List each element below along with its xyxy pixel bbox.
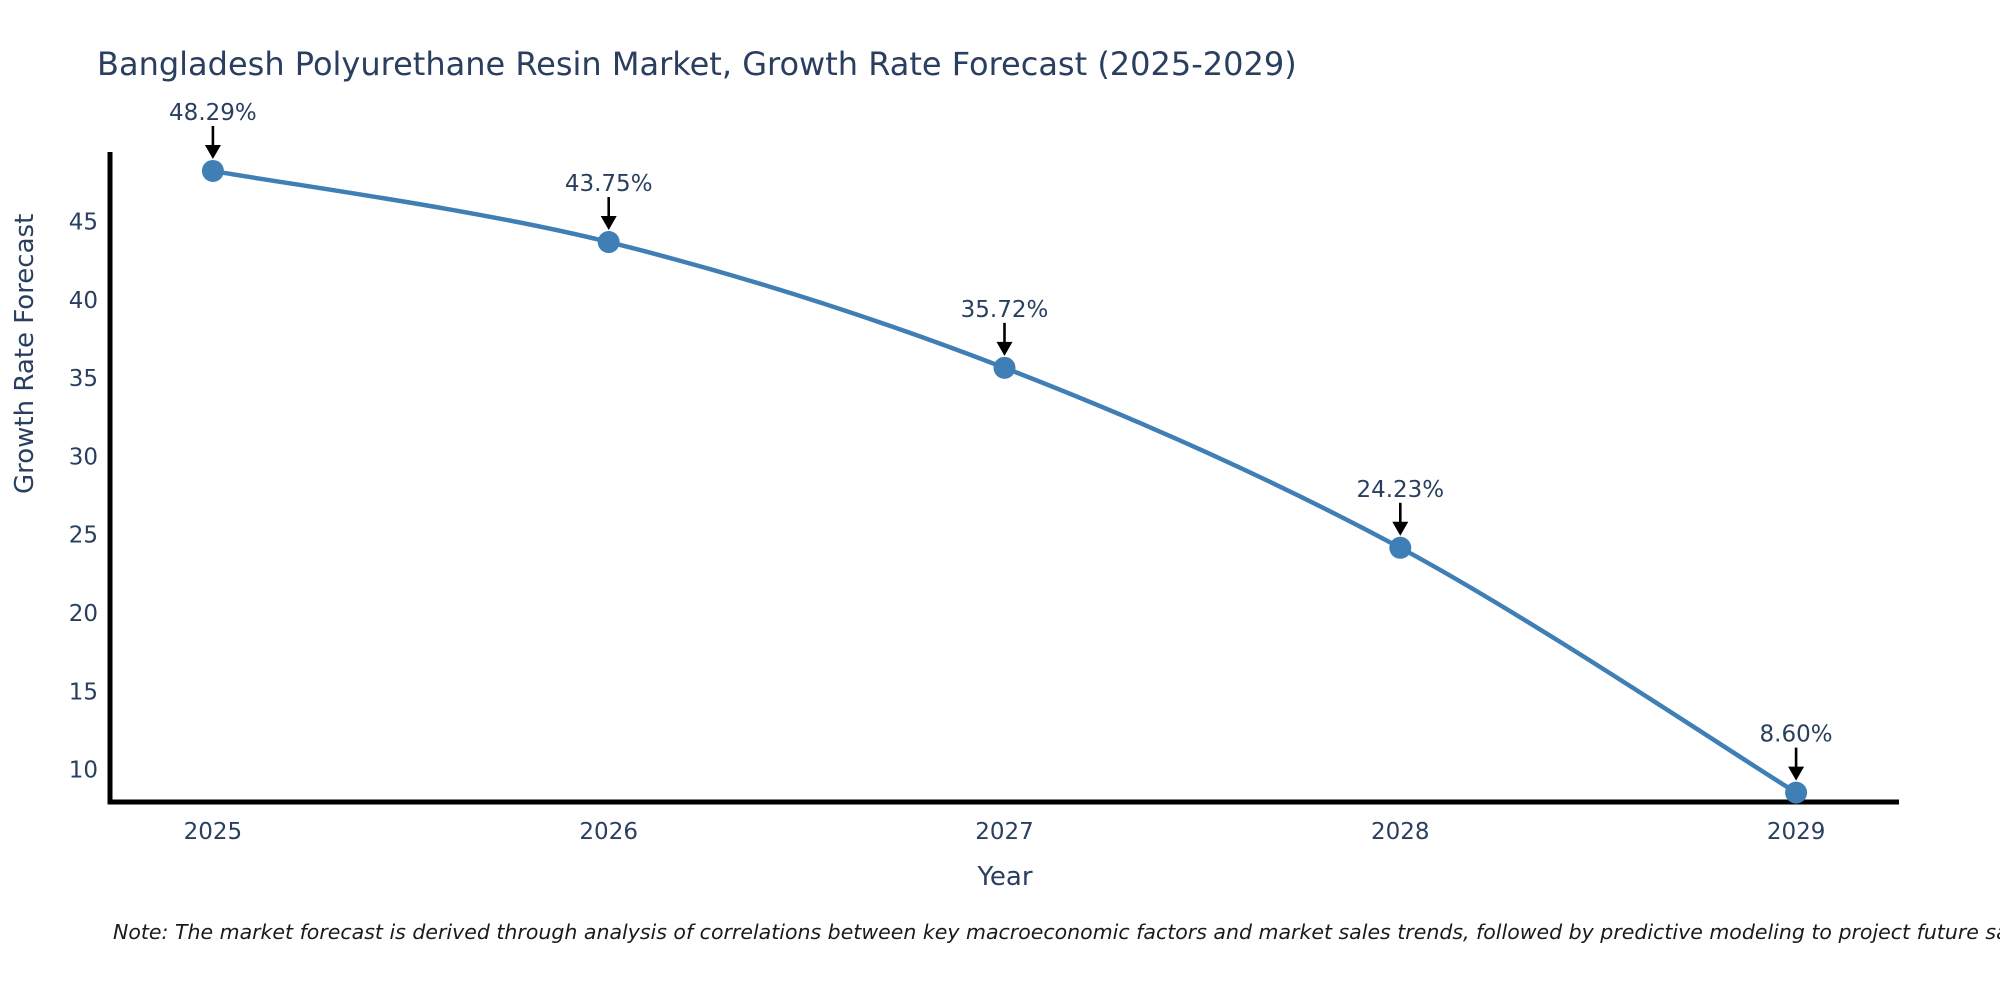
data-point-marker	[201, 159, 224, 182]
x-tick-label: 2026	[579, 819, 638, 845]
x-tick-label: 2027	[975, 819, 1034, 845]
annotation-arrow-head	[996, 341, 1013, 356]
x-tick-label: 2025	[184, 819, 243, 845]
data-point-label: 48.29%	[169, 100, 257, 126]
x-axis-title: Year	[977, 862, 1033, 892]
data-point-marker	[1785, 781, 1808, 804]
y-tick-label: 10	[69, 758, 98, 784]
y-tick-label: 45	[69, 209, 98, 235]
x-tick-label: 2029	[1767, 819, 1826, 845]
y-tick-label: 25	[69, 523, 98, 549]
chart-footnote: Note: The market forecast is derived thr…	[113, 920, 2000, 944]
data-point-marker	[1389, 536, 1412, 559]
x-tick-label: 2028	[1371, 819, 1430, 845]
y-tick-label: 35	[69, 366, 98, 392]
annotation-arrow-head	[600, 216, 617, 231]
data-point-label: 43.75%	[565, 171, 653, 197]
forecast-line-series	[210, 168, 1799, 795]
data-point-label: 24.23%	[1356, 477, 1444, 503]
y-axis-title: Growth Rate Forecast	[10, 213, 40, 494]
y-tick-label: 30	[69, 444, 98, 470]
y-tick-label: 20	[69, 601, 98, 627]
annotation-arrow-head	[1788, 766, 1805, 781]
y-tick-label: 15	[69, 679, 98, 705]
data-point-marker	[993, 356, 1016, 379]
annotation-arrow-head	[1392, 521, 1409, 536]
y-tick-label: 40	[69, 288, 98, 314]
data-point-label: 8.60%	[1760, 722, 1833, 748]
data-point-marker	[597, 231, 620, 254]
chart-title: Bangladesh Polyurethane Resin Market, Gr…	[97, 45, 1297, 83]
annotation-arrow-head	[204, 144, 221, 159]
data-point-label: 35.72%	[961, 297, 1049, 323]
